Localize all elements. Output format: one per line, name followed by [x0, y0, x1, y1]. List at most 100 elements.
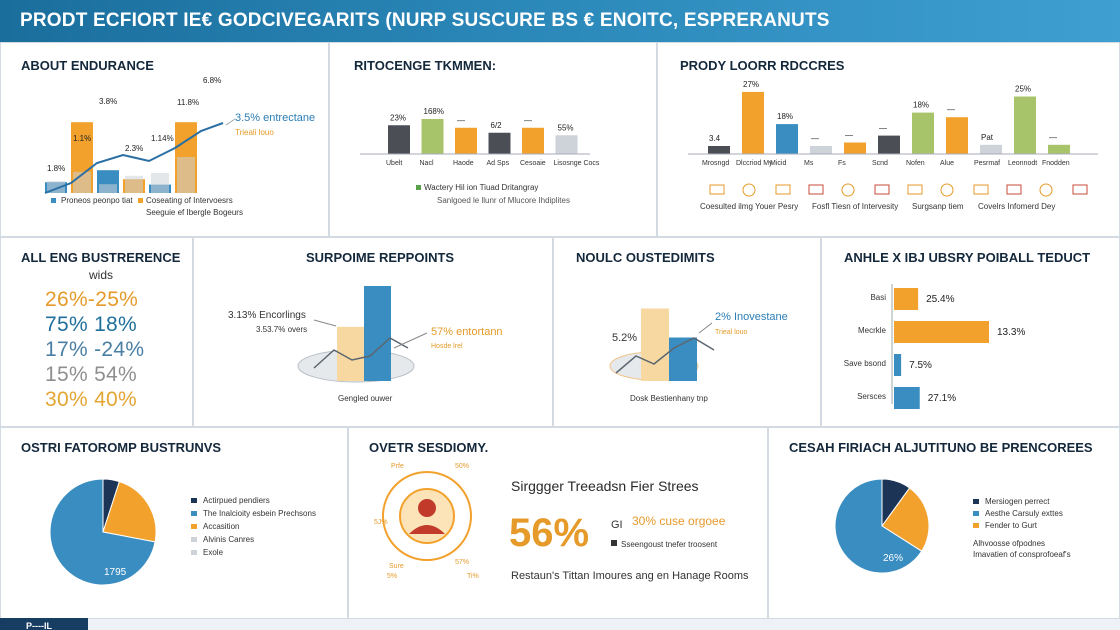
p3-icon: [874, 184, 890, 195]
p10-slice: [834, 478, 923, 574]
panel-cesah: CESAH FIRIACH ALJUTITUNO BE PRENCOREES 2…: [768, 427, 1120, 619]
p3-bar: [742, 91, 764, 154]
panel-anhle: ANHLE X IBJ UBSRY POIBALL TEDUCT Basi 25.…: [821, 237, 1120, 427]
p3-category-label: Ms: [804, 160, 814, 167]
p7-category-label: Save bsond: [844, 359, 886, 368]
p9-orbit-label: 5J%: [374, 519, 388, 526]
p3-data-label: —: [845, 131, 853, 140]
p9-person-icon: [418, 499, 436, 517]
p6-label-left: 5.2%: [612, 332, 637, 344]
p2-legend: Wactery Hil ion Tiuad Dritangray: [424, 183, 538, 192]
p2-category-label: Ubelt: [386, 160, 402, 167]
p9-orbit-label: Ti%: [467, 573, 479, 580]
p7-bar: [894, 387, 920, 409]
p3-bar: [912, 112, 934, 154]
panel-title: CESAH FIRIACH ALJUTITUNO BE PRENCOREES: [789, 440, 1093, 455]
p2-bar: [555, 135, 578, 154]
p10-legend-swatch: [973, 511, 979, 516]
p1-bar-secondary: [151, 173, 169, 193]
p2-bar: [522, 127, 544, 154]
p8-legend-swatch: [191, 537, 197, 542]
p1-legend-swatch-2: [138, 198, 143, 203]
page-title: PRODT ECFIORT IE€ GODCIVEGARITS (NURP SU…: [20, 10, 830, 31]
p2-bar: [488, 132, 511, 154]
p3-icon: [808, 184, 824, 195]
p5-leader-left: [313, 319, 337, 327]
p1-bar-secondary: [125, 175, 143, 193]
p7-bar: [894, 321, 989, 343]
p10-legend-swatch: [973, 523, 979, 528]
p6-leader-right: [698, 322, 713, 334]
p3-icon: [973, 184, 989, 195]
p3-category-label: Alue: [940, 160, 954, 167]
p2-legend-swatch: [416, 185, 421, 190]
p9-big-value: 56%: [509, 511, 589, 555]
p4-row: 30% 40%: [45, 388, 137, 411]
p3-bar: [776, 124, 798, 154]
p9-graphic: Prfe 50% 5J% Sure 57% 5% Ti% Sirggger Treeadsn…: [374, 463, 749, 582]
p3-bar: [810, 146, 832, 154]
p5-bar: [364, 286, 391, 381]
p2-legend-sub: Sanlgoed le llunr of Mlucore Ihdiplites: [437, 196, 570, 205]
p5-label-right-sub: Hosde lrel: [431, 343, 463, 350]
p3-data-label: 18%: [777, 112, 793, 121]
p3-category-label: Pesrmaf: [974, 160, 1000, 167]
p3-data-label: —: [1049, 133, 1057, 142]
p1-callout: 3.5% entrectane: [235, 112, 315, 124]
p9-orbit-label: 57%: [455, 559, 469, 566]
p3-data-label: —: [811, 134, 819, 143]
p3-category-label: Fnodden: [1042, 160, 1070, 167]
p10-legend-item: Fender to Gurt: [985, 521, 1038, 530]
p1-legend-1: Proneos peonpo tiat: [61, 196, 133, 205]
p10-chart: 26% Mersiogen perrect Aesthe Carsuly extt…: [834, 478, 1071, 574]
p2-chart: 23% Ubelt 168% Nacl — Haode 6/2 Ad Sps — Cesoaie 5…: [360, 107, 600, 205]
p5-leader-right: [393, 332, 428, 349]
p8-chart: 1795 Actirpued pendiers The Inalcioity es…: [49, 478, 316, 586]
p1-data-label: 1.14%: [151, 134, 174, 143]
p6-label-right-sub: Trieal louo: [715, 329, 748, 336]
panel-surpoime: SURPOIME REPPOINTS 3.13% Encorlings 3.53…: [193, 237, 553, 427]
panel-ovetr: OVETR SESDIOMY. Prfe 50% 5J% Sure 57% 5% Ti% S…: [348, 427, 768, 619]
p3-bar: [1048, 144, 1070, 154]
p1-data-label: 1.8%: [47, 164, 65, 173]
p3-category-label: Dlccriod My: [736, 160, 773, 167]
p7-data-label: 25.4%: [926, 294, 954, 305]
p1-data-label: 2.3%: [125, 144, 143, 153]
p1-chart: 1.8% 1.1% 3.8% 2.3% 1.14% 11.8% 6.8% 3.5% entr…: [44, 76, 315, 217]
p3-bar: [1014, 96, 1036, 154]
p3-category-label: Leonnodt: [1008, 160, 1037, 167]
p1-legend-2: Coseating of Intervoesrs: [146, 196, 233, 205]
p9-gi: GI: [611, 519, 623, 531]
p3-footer-4: Covelrs Infomerd Dey: [978, 202, 1055, 211]
p7-data-label: 27.1%: [928, 393, 956, 404]
p9-orbit-label: Sure: [389, 563, 404, 570]
p1-data-label: 1.1%: [73, 134, 91, 143]
p3-footer-2: Fosfl Tiesn of Intervesity: [812, 202, 898, 211]
p3-icon: [907, 184, 923, 195]
p8-legend-item: Accasition: [203, 522, 239, 531]
p7-category-label: Sersces: [857, 392, 886, 401]
p2-bar: [388, 125, 410, 154]
p8-legend-item: Actirpued pendiers: [203, 496, 270, 505]
p2-data-label: 168%: [424, 107, 444, 116]
p3-footer-3: Surgsanp tiem: [912, 202, 964, 211]
p6-caption: Dosk Bestienhany tnp: [630, 394, 708, 403]
panel-title: ABOUT ENDURANCE: [21, 58, 154, 73]
p3-data-label: —: [879, 124, 887, 133]
footer-tab[interactable]: P----IL: [0, 618, 88, 630]
p5-trend-line: [313, 337, 409, 369]
p5-label-right: 57% entortann: [431, 326, 503, 338]
p5-label-left: 3.13% Encorlings: [228, 310, 306, 321]
p3-data-label: —: [947, 105, 955, 114]
p7-bar: [894, 288, 919, 310]
p3-chart: 3.4 Mrosngd 27% Dlccriod My 18% Micid — Ms — Fs — S…: [688, 80, 1098, 211]
p7-chart: Basi 25.4% Mecrkle 13.3% Save bsond 7.5% Sersc…: [844, 284, 1025, 409]
p6-trend-line: [615, 337, 715, 374]
p9-note-swatch: [611, 540, 617, 546]
p7-data-label: 13.3%: [997, 327, 1025, 338]
panel-title: ALL ENG BUSTRERENCE: [21, 250, 181, 265]
p3-data-label: Pat: [981, 133, 994, 142]
p10-slice: [881, 487, 930, 552]
p10-legend-item: Aesthe Carsuly exttes: [985, 509, 1063, 518]
p2-data-label: 6/2: [491, 121, 503, 130]
